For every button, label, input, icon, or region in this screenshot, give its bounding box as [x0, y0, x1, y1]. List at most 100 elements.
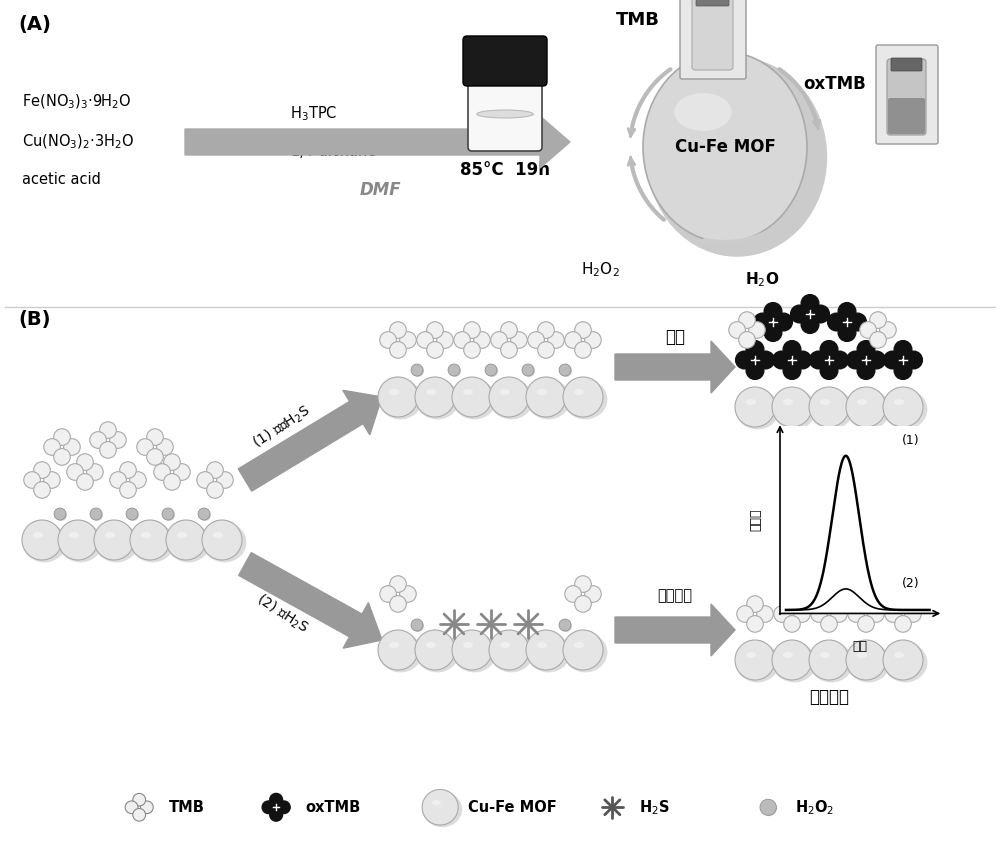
- Text: 波长: 波长: [852, 640, 868, 653]
- Circle shape: [809, 640, 849, 680]
- Ellipse shape: [432, 800, 441, 805]
- Circle shape: [489, 377, 529, 417]
- Text: 蓝色消失: 蓝色消失: [809, 688, 849, 706]
- Circle shape: [54, 508, 66, 520]
- Circle shape: [55, 509, 67, 521]
- Circle shape: [905, 351, 922, 369]
- Circle shape: [754, 314, 771, 331]
- Text: (2): (2): [902, 577, 919, 590]
- Ellipse shape: [537, 642, 547, 648]
- Circle shape: [905, 606, 921, 622]
- Circle shape: [44, 472, 60, 488]
- Circle shape: [559, 619, 571, 631]
- Circle shape: [77, 454, 93, 470]
- Text: H$_2$O: H$_2$O: [745, 271, 779, 290]
- Circle shape: [831, 351, 848, 369]
- Circle shape: [24, 472, 40, 488]
- Circle shape: [735, 387, 775, 427]
- Circle shape: [207, 481, 223, 498]
- Text: TMB: TMB: [169, 800, 205, 815]
- Ellipse shape: [783, 652, 793, 658]
- Circle shape: [464, 342, 480, 358]
- Circle shape: [885, 606, 901, 622]
- Circle shape: [491, 331, 507, 348]
- Circle shape: [757, 606, 773, 622]
- Ellipse shape: [177, 532, 187, 538]
- Circle shape: [147, 449, 163, 465]
- Circle shape: [526, 630, 566, 670]
- Circle shape: [77, 474, 93, 490]
- Circle shape: [735, 640, 775, 680]
- Circle shape: [747, 596, 763, 613]
- Ellipse shape: [735, 642, 779, 682]
- Circle shape: [501, 322, 517, 338]
- FancyBboxPatch shape: [87, 763, 913, 852]
- Circle shape: [54, 429, 70, 446]
- Circle shape: [34, 481, 50, 498]
- Circle shape: [130, 472, 146, 488]
- Circle shape: [427, 322, 443, 338]
- Ellipse shape: [426, 642, 436, 648]
- Circle shape: [548, 331, 564, 348]
- Ellipse shape: [846, 389, 890, 429]
- Circle shape: [809, 387, 849, 427]
- Circle shape: [486, 365, 498, 377]
- FancyBboxPatch shape: [463, 36, 547, 86]
- Circle shape: [868, 351, 885, 369]
- Circle shape: [485, 364, 497, 376]
- Circle shape: [801, 316, 819, 333]
- Circle shape: [437, 331, 453, 348]
- Circle shape: [895, 616, 911, 632]
- Ellipse shape: [783, 399, 793, 405]
- Circle shape: [794, 606, 810, 622]
- Text: 85°C  19h: 85°C 19h: [460, 161, 550, 179]
- Circle shape: [870, 312, 886, 328]
- Ellipse shape: [772, 389, 816, 429]
- Circle shape: [772, 387, 812, 427]
- Circle shape: [64, 439, 80, 455]
- Ellipse shape: [141, 532, 151, 538]
- Ellipse shape: [647, 57, 827, 256]
- Circle shape: [198, 508, 210, 520]
- Circle shape: [511, 331, 527, 348]
- Circle shape: [474, 331, 490, 348]
- Circle shape: [812, 305, 829, 323]
- Text: oxTMB: oxTMB: [306, 800, 361, 815]
- Ellipse shape: [489, 632, 533, 672]
- Text: H$_2$O$_2$: H$_2$O$_2$: [795, 798, 835, 816]
- Circle shape: [110, 432, 126, 448]
- Circle shape: [380, 585, 396, 602]
- Circle shape: [736, 351, 753, 369]
- Circle shape: [560, 365, 572, 377]
- FancyBboxPatch shape: [876, 45, 938, 144]
- Circle shape: [120, 481, 136, 498]
- Ellipse shape: [809, 642, 853, 682]
- Circle shape: [857, 341, 875, 359]
- Text: 蓝色: 蓝色: [819, 435, 839, 453]
- Circle shape: [560, 620, 572, 632]
- Ellipse shape: [33, 532, 43, 538]
- Circle shape: [400, 331, 416, 348]
- Circle shape: [154, 463, 170, 481]
- Circle shape: [390, 576, 406, 592]
- Ellipse shape: [857, 399, 867, 405]
- Ellipse shape: [202, 522, 246, 562]
- FancyArrow shape: [185, 116, 570, 168]
- Circle shape: [422, 790, 458, 825]
- Circle shape: [729, 322, 745, 338]
- Text: Fe(NO$_3$)$_3$·9H$_2$O: Fe(NO$_3$)$_3$·9H$_2$O: [22, 93, 131, 112]
- Circle shape: [749, 322, 765, 338]
- Circle shape: [90, 508, 102, 520]
- Ellipse shape: [537, 389, 547, 395]
- Circle shape: [585, 331, 601, 348]
- Circle shape: [565, 331, 581, 348]
- Circle shape: [739, 312, 755, 328]
- Circle shape: [454, 331, 470, 348]
- Circle shape: [847, 351, 864, 369]
- Circle shape: [277, 801, 290, 814]
- Ellipse shape: [130, 522, 174, 562]
- Circle shape: [217, 472, 233, 488]
- Circle shape: [34, 462, 50, 479]
- Circle shape: [449, 365, 461, 377]
- Circle shape: [270, 793, 283, 806]
